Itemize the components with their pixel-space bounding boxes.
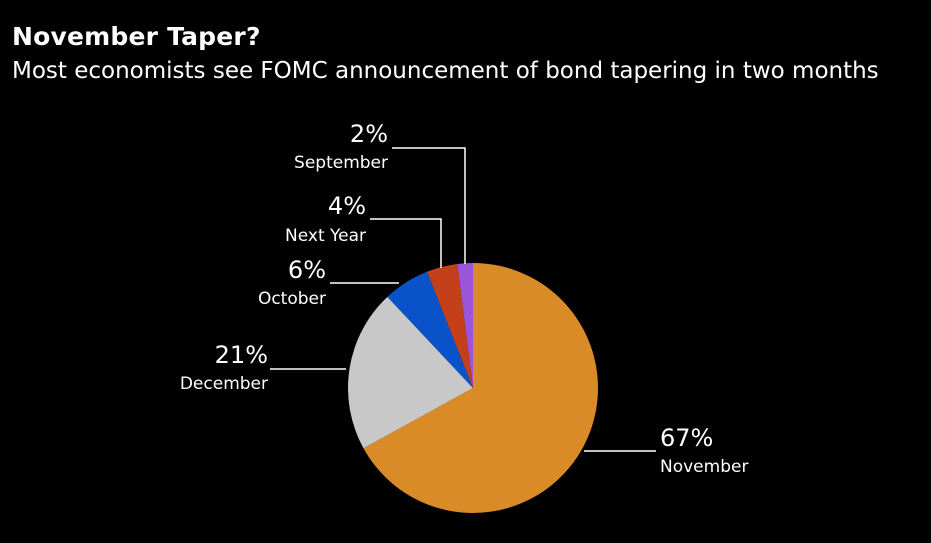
pct-label-next-year: 4%	[328, 192, 366, 220]
pct-label-october: 6%	[288, 256, 326, 284]
pct-label-december: 21%	[215, 341, 268, 369]
leader-line-next-year	[370, 218, 442, 268]
cat-label-december: December	[180, 374, 268, 394]
pie-slice-september	[457, 263, 473, 388]
pie-slice-november	[363, 263, 598, 513]
pie-slices	[347, 263, 598, 513]
cat-label-next-year: Next Year	[285, 226, 366, 246]
chart-title: November Taper?	[12, 22, 261, 51]
cat-label-november: November	[660, 457, 748, 477]
pct-label-september: 2%	[350, 120, 388, 148]
leader-line-september	[392, 147, 466, 264]
cat-label-october: October	[258, 289, 326, 309]
pie-slice-next-year	[426, 263, 473, 388]
pie-slice-october	[387, 271, 473, 388]
chart-subtitle: Most economists see FOMC announcement of…	[12, 58, 879, 84]
pct-label-november: 67%	[660, 424, 713, 452]
pie-slice-december	[347, 296, 473, 449]
cat-label-september: September	[294, 153, 388, 173]
